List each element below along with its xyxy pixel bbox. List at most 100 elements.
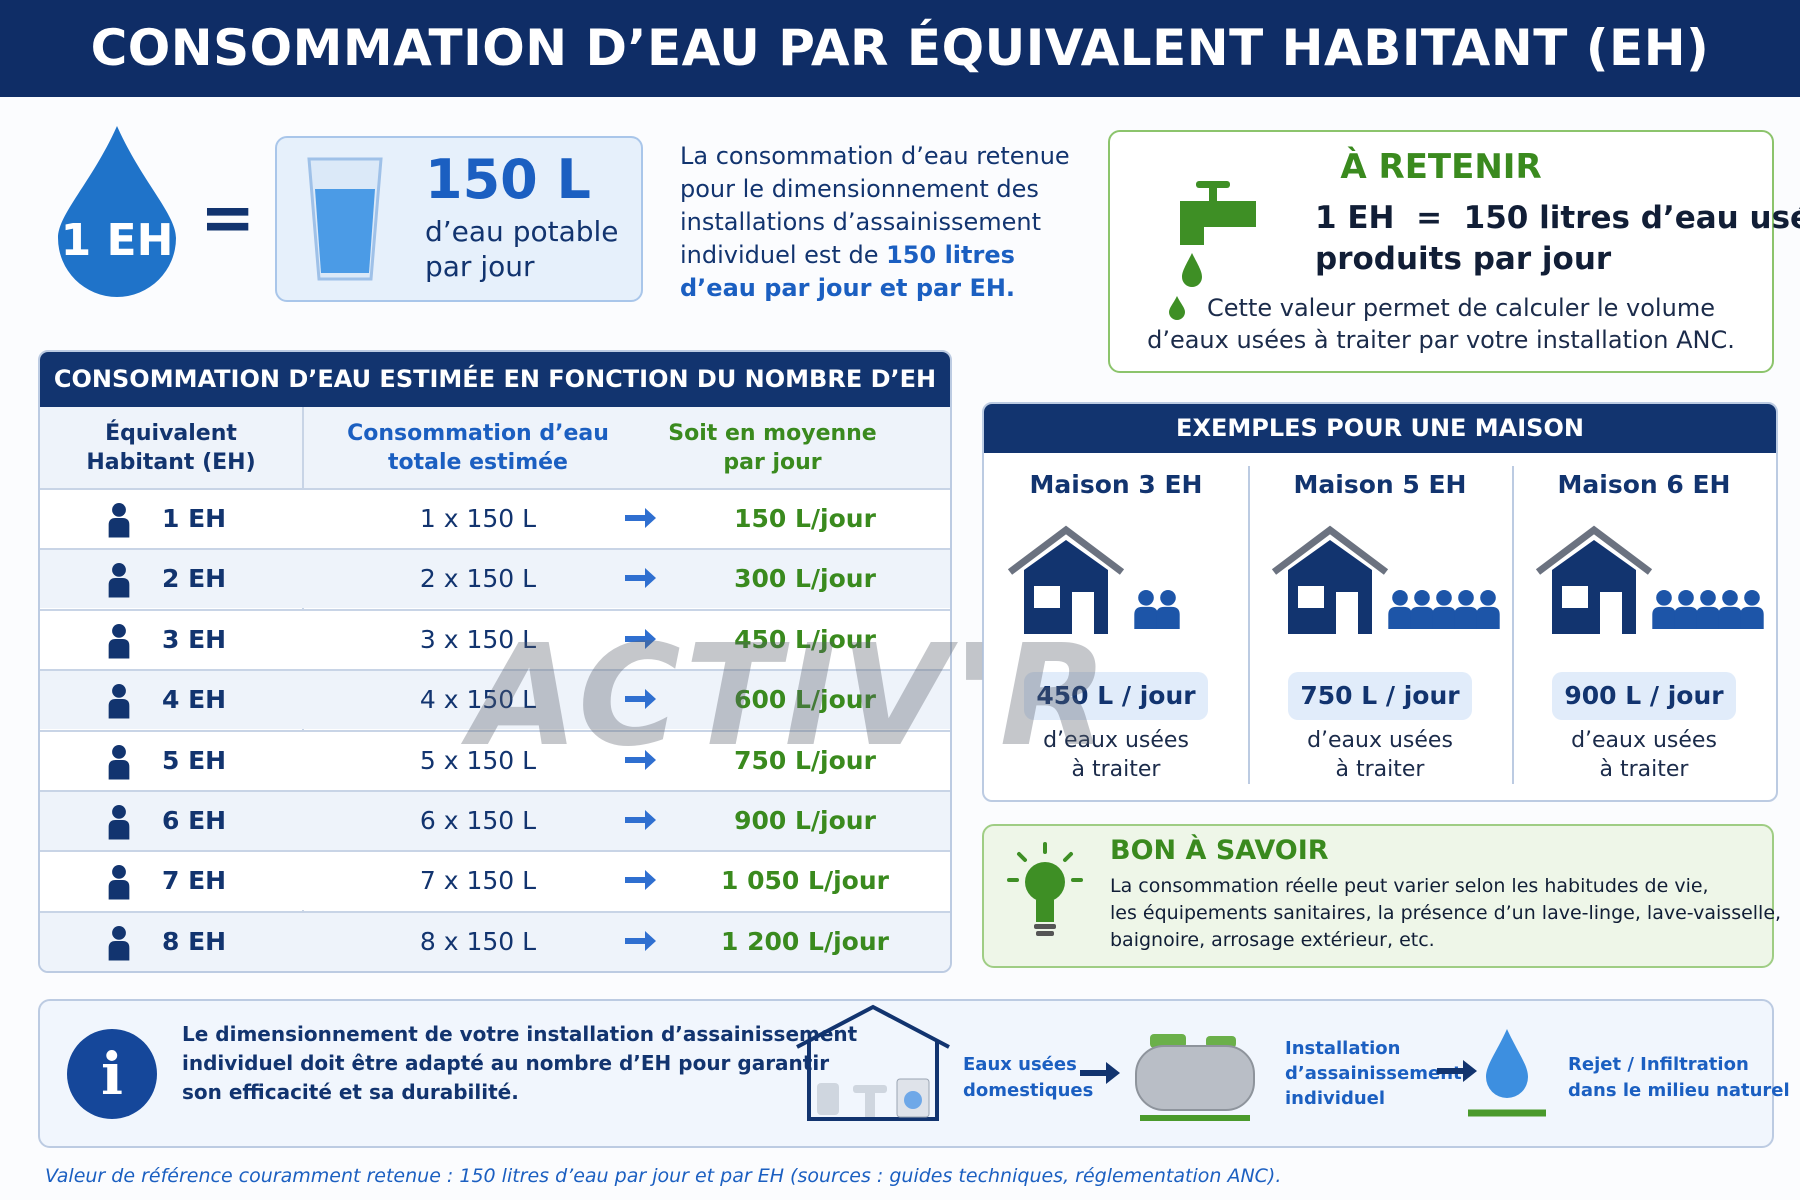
person-head xyxy=(112,684,126,698)
person-body xyxy=(1696,606,1720,629)
water xyxy=(315,189,375,273)
person-icon xyxy=(108,925,130,961)
header-bar xyxy=(0,0,1800,97)
total-cell: 1 x 150 L xyxy=(419,504,537,533)
sink-leg xyxy=(865,1093,875,1117)
total-cell: 8 x 150 L xyxy=(419,926,537,956)
header-line: Consommation d’eau xyxy=(347,421,609,446)
house-window xyxy=(1034,586,1060,608)
person-head xyxy=(1744,590,1760,606)
person-body xyxy=(1718,606,1742,629)
step-line: Installation xyxy=(1285,1038,1401,1059)
table: CONSOMMATION D’EAU ESTIMÉE EN FONCTION D… xyxy=(38,350,952,973)
person-icon xyxy=(108,744,130,780)
person-head xyxy=(1678,590,1694,606)
table-row: 2 EH 2 x 150 L 300 L/jour xyxy=(40,548,950,609)
info-letter: i xyxy=(101,1040,123,1108)
eh-cell: 7 EH xyxy=(162,866,227,896)
person-body xyxy=(108,578,130,598)
step-line: individuel xyxy=(1285,1088,1386,1109)
formula-line: produits par jour xyxy=(1315,241,1612,277)
tank-lid xyxy=(1150,1034,1186,1048)
faucet-handle xyxy=(1196,181,1230,188)
arrow xyxy=(625,749,656,770)
person-head xyxy=(1458,590,1474,606)
house-diagram xyxy=(796,1004,950,1121)
sink xyxy=(853,1085,887,1093)
person-head xyxy=(112,623,126,638)
eh-label: 1 EH xyxy=(61,215,174,266)
eh-cell: 8 EH xyxy=(162,926,227,956)
amount-line: par jour xyxy=(425,250,535,283)
step-1: Eaux usées domestiques xyxy=(963,1052,1093,1104)
flow-arrow xyxy=(1437,1060,1477,1082)
faucet-drop xyxy=(1182,253,1202,287)
faucet-body xyxy=(1180,201,1256,245)
desc-line: à traiter xyxy=(1599,757,1689,782)
table-row: 6 EH 6 x 150 L 900 L/jour xyxy=(40,790,950,850)
table-row: 7 EH 7 x 150 L 1 050 L/jour xyxy=(40,850,950,911)
person-head xyxy=(1138,590,1154,606)
person-head xyxy=(1480,590,1496,606)
bulb-glass xyxy=(1025,862,1065,902)
arrow xyxy=(625,628,656,649)
title: CONSOMMATION D’EAU PAR ÉQUIVALENT HABITA… xyxy=(90,19,1710,77)
info-circle xyxy=(67,1029,157,1119)
person-body xyxy=(1476,606,1500,629)
eh-cell: 4 EH xyxy=(162,685,227,715)
total-cell: 6 x 150 L xyxy=(419,806,537,835)
note-line: Cette valeur permet de calculer le volum… xyxy=(1207,294,1715,322)
person-icon xyxy=(108,503,130,538)
person-body xyxy=(108,517,130,538)
tip-line: La consommation réelle peut varier selon… xyxy=(1110,875,1709,897)
walls xyxy=(807,1041,939,1121)
equals-sign: = xyxy=(200,179,256,256)
drop-icon: 1 EH xyxy=(58,126,176,297)
person-body xyxy=(1134,606,1158,629)
person-icon xyxy=(108,563,130,598)
per-day-cell: 1 050 L/jour xyxy=(721,866,889,896)
example-title: Maison 3 EH xyxy=(1029,470,1203,499)
eh-cell: 3 EH xyxy=(162,624,227,654)
house-icon xyxy=(1535,525,1764,634)
step-line: d’assainissement xyxy=(1285,1063,1462,1084)
example-desc: d’eaux usées à traiter xyxy=(1248,726,1512,784)
column-divider xyxy=(1512,466,1514,784)
person-head xyxy=(112,925,126,940)
person-body xyxy=(1454,606,1478,629)
arrow xyxy=(625,930,656,951)
info-line: son efficacité et sa durabilité. xyxy=(182,1080,519,1104)
flow-arrow xyxy=(1080,1062,1120,1084)
examples-title: EXEMPLES POUR UNE MAISON xyxy=(984,404,1776,453)
example-value: 750 L / jour xyxy=(1288,672,1472,720)
person-body xyxy=(1432,606,1456,629)
arrow xyxy=(1080,1062,1120,1084)
faucet-stem xyxy=(1209,185,1217,201)
house-icon xyxy=(1271,525,1500,634)
person-icon xyxy=(108,623,130,659)
example-desc: d’eaux usées à traiter xyxy=(984,726,1248,784)
desc-line: d’eaux usées xyxy=(1307,728,1453,753)
amount: 150 L xyxy=(425,148,591,211)
header-line: totale estimée xyxy=(388,450,568,475)
tip-title: BON À SAVOIR xyxy=(1110,835,1329,866)
house-window xyxy=(1298,586,1324,608)
step-line: Rejet / Infiltration xyxy=(1568,1054,1749,1075)
person-head xyxy=(112,503,126,517)
person-body xyxy=(1156,606,1180,629)
arrow xyxy=(625,810,656,830)
amount-desc: d’eau potable par jour xyxy=(425,214,619,284)
step-2: Installation d’assainissement individuel xyxy=(1285,1036,1462,1111)
person-body xyxy=(108,759,130,780)
total-cell: 7 x 150 L xyxy=(419,866,537,896)
toilet xyxy=(817,1083,839,1115)
row-arrow xyxy=(625,508,656,528)
per-day-cell: 300 L/jour xyxy=(734,564,876,594)
arrow xyxy=(625,568,656,589)
formula-line: 1 EH = 150 litres d’eau usée xyxy=(1315,200,1800,236)
step-line: Eaux usées xyxy=(963,1054,1077,1075)
example-title: Maison 6 EH xyxy=(1557,470,1731,499)
person-head xyxy=(1700,590,1716,606)
